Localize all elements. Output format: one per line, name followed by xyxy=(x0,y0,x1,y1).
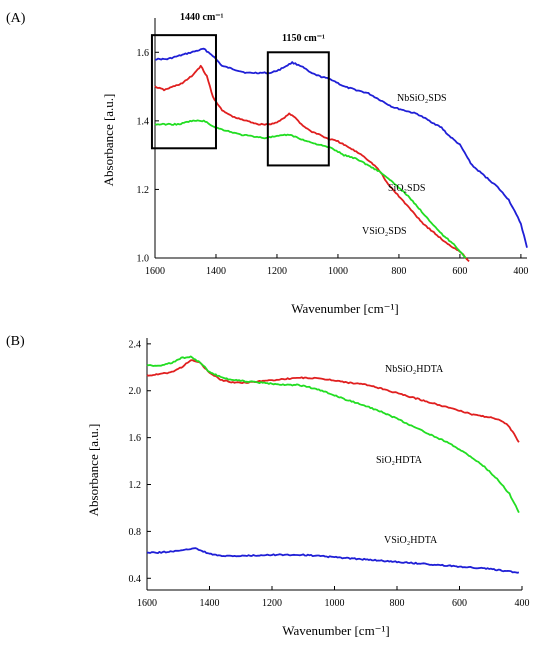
panel-a-series-lines xyxy=(154,47,528,263)
y-tick-label: 1.6 xyxy=(137,48,150,59)
x-tick-label: 1200 xyxy=(267,266,287,277)
panel-a-y-ticks: 1.0 1.2 1.4 1.6 xyxy=(137,48,159,265)
x-tick-label: 1400 xyxy=(200,598,220,609)
panel-a-y-axis-label: Absorbance [a.u.] xyxy=(101,94,116,187)
y-tick-label: 1.6 xyxy=(129,433,142,444)
annotation-box-1150: 1150 cm⁻¹ xyxy=(266,33,330,167)
annotation-label-1150: 1150 cm⁻¹ xyxy=(282,33,325,44)
series-label-nbsio2sds: NbSiO₂SDS xyxy=(397,93,447,104)
x-tick-label: 400 xyxy=(513,266,528,277)
y-tick-label: 2.4 xyxy=(129,339,142,350)
x-tick-label: 800 xyxy=(390,598,405,609)
series-label-vsio2hdta: VSiO₂HDTA xyxy=(384,535,438,546)
panel-a-x-ticks: 1600 1400 1200 1000 800 600 400 xyxy=(145,254,528,277)
series-label-vsio2sds: VSiO₂SDS xyxy=(362,226,407,237)
panel-b-x-axis-label: Wavenumber [cm⁻¹] xyxy=(282,623,390,638)
x-tick-label: 600 xyxy=(452,266,467,277)
annotation-label-1440: 1440 cm⁻¹ xyxy=(180,12,224,23)
annotation-rect-1440 xyxy=(150,34,217,150)
panel-b-y-axis-label: Absorbance [a.u.] xyxy=(86,424,101,517)
y-tick-label: 1.0 xyxy=(137,254,150,265)
y-tick-label: 1.4 xyxy=(137,116,150,127)
panel-a-letter: (A) xyxy=(6,11,26,26)
series-label-sio2hdta: SiO₂HDTA xyxy=(376,455,423,466)
x-tick-label: 800 xyxy=(391,266,406,277)
panel-a-x-axis-label: Wavenumber [cm⁻¹] xyxy=(291,301,399,316)
panel-b-series-lines xyxy=(146,355,520,574)
y-tick-label: 0.4 xyxy=(129,574,142,585)
panel-a: (A) 1.0 1.2 1.4 1.6 1600 1400 1200 1000 800 600 4… xyxy=(6,11,528,316)
x-tick-label: 1000 xyxy=(325,598,345,609)
annotation-box-1440: 1440 cm⁻¹ xyxy=(150,12,224,150)
series-line-vsiohdta xyxy=(146,547,520,574)
series-label-sio2sds: SiO₂SDS xyxy=(388,183,425,194)
series-label-nbsio2hdta: NbSiO₂HDTA xyxy=(385,364,444,375)
y-tick-label: 0.8 xyxy=(129,527,142,538)
y-tick-label: 2.0 xyxy=(129,386,142,397)
x-tick-label: 1600 xyxy=(137,598,157,609)
x-tick-label: 1600 xyxy=(145,266,165,277)
x-tick-label: 400 xyxy=(515,598,530,609)
x-tick-label: 1400 xyxy=(206,266,226,277)
series-line-vsiosds xyxy=(154,119,467,259)
series-line-siohdta xyxy=(146,355,520,513)
panel-b-y-ticks: 0.4 0.8 1.2 1.6 2.0 2.4 xyxy=(129,339,151,585)
panel-b-letter: (B) xyxy=(6,334,25,349)
panel-b: (B) 0.4 0.8 1.2 1.6 2.0 2.4 1600 1400 1200 1000 8… xyxy=(6,334,530,638)
annotation-rect-1150 xyxy=(266,51,330,167)
series-line-nbsiosds xyxy=(155,47,528,248)
x-tick-label: 600 xyxy=(452,598,467,609)
x-tick-label: 1000 xyxy=(328,266,348,277)
y-tick-label: 1.2 xyxy=(129,480,142,491)
y-tick-label: 1.2 xyxy=(137,185,150,196)
panel-b-x-ticks: 1600 1400 1200 1000 800 600 400 xyxy=(137,586,530,609)
series-line-nbsiohdta xyxy=(146,359,520,443)
series-line-siosds xyxy=(154,64,470,263)
x-tick-label: 1200 xyxy=(262,598,282,609)
